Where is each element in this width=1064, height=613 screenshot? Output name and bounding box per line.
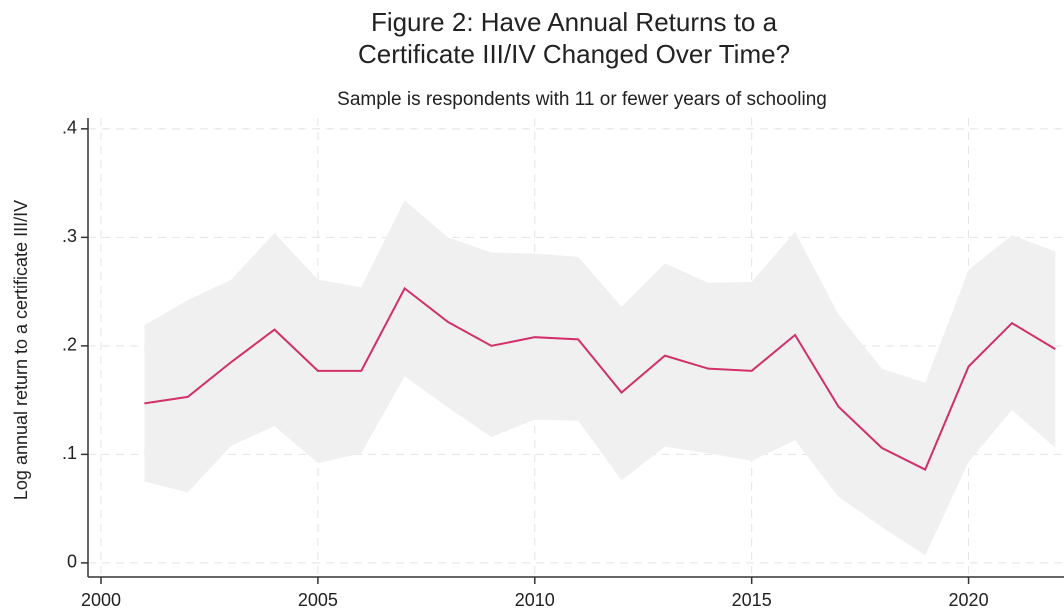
x-tick-label: 2020 — [949, 590, 989, 610]
x-tick-label: 2015 — [732, 590, 772, 610]
y-axis-label: Log annual return to a certificate III/I… — [11, 200, 31, 500]
y-tick-label: 0 — [67, 552, 77, 572]
x-tick-label: 2010 — [515, 590, 555, 610]
chart-title: Certificate III/IV Changed Over Time? — [358, 39, 790, 69]
y-tick-label: .4 — [62, 118, 77, 138]
y-tick-label: .2 — [62, 335, 77, 355]
y-tick-label: .3 — [62, 226, 77, 246]
data-line — [144, 286, 1056, 471]
chart-subtitle: Sample is respondents with 11 or fewer y… — [337, 89, 827, 110]
x-tick-label: 2000 — [81, 590, 121, 610]
x-tick-label: 2005 — [298, 590, 338, 610]
y-tick-label: .1 — [62, 443, 77, 463]
chart-title: Figure 2: Have Annual Returns to a — [371, 7, 778, 37]
confidence-band — [144, 200, 1056, 556]
